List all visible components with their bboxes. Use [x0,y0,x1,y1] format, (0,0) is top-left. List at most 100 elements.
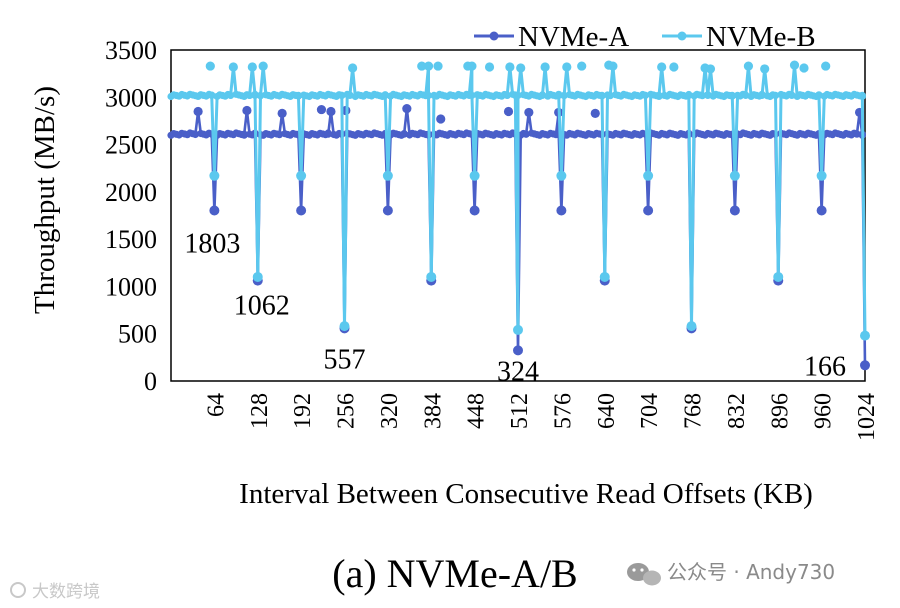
y-tick-label: 1000 [105,272,157,301]
legend-item: NVMe-B [662,21,816,53]
y-tick-label: 3000 [105,83,157,112]
dip-point [773,271,784,282]
data-point [208,91,216,99]
series-nvme-b [167,60,870,341]
data-point [514,91,522,99]
dip-point [816,205,827,216]
peak-point [258,61,268,71]
dip-point [339,321,350,332]
data-point [758,91,766,99]
y-tick-label: 0 [144,367,157,396]
data-label: 1062 [234,291,290,322]
dip-point [426,271,437,282]
y-tick-label: 500 [118,320,157,349]
data-point [685,91,693,99]
data-point [655,91,663,99]
x-tick-label: 1024 [854,393,880,441]
peak-point [402,104,412,114]
data-point [424,91,433,99]
x-tick-label: 960 [811,393,837,429]
data-point [788,91,796,99]
x-tick-label: 896 [767,393,793,429]
y-axis-title: Throughput (MB/s) [29,86,61,314]
data-point [742,91,750,99]
peak-point [467,61,477,71]
x-tick-label: 384 [420,393,446,429]
dip-point [296,205,307,216]
peak-point [242,105,252,116]
data-point [704,91,712,99]
x-tick-label: 512 [507,393,533,429]
data-point [555,91,563,99]
data-point [728,91,736,99]
legend-marker [677,31,687,41]
y-tick-label: 3500 [105,36,157,65]
data-point [251,91,259,99]
data-point [503,91,511,99]
dip-point [252,271,263,282]
data-point [346,91,354,99]
dip-point [860,360,870,371]
annotation-layer: 1803 1062 557 324 166 [184,228,846,387]
peak-point [590,108,600,118]
peak-point [705,64,716,74]
data-point [191,130,199,138]
dip-point [469,170,480,181]
peak-point [760,64,770,74]
data-point [246,91,254,99]
data-point [256,91,265,99]
data-point [522,130,530,138]
peak-point [423,61,434,71]
data-label: 557 [324,344,366,375]
peak-point [821,61,831,71]
dip-point [860,330,870,341]
watermark-text: 公众号 · Andy730 [667,560,835,584]
legend-label: NVMe-A [518,21,629,53]
data-point [641,91,650,99]
peak-point [562,62,572,72]
data-point [381,91,389,99]
dip-point [382,170,393,181]
peak-point [247,62,257,72]
dip-point [729,205,740,216]
legend: NVMe-A NVMe-B [474,21,816,53]
figure-caption: (a) NVMe-A/B [332,551,578,596]
x-tick-label: 640 [594,393,620,429]
legend-label: NVMe-B [706,21,816,53]
data-point [771,91,780,99]
y-tick-label: 2000 [105,178,157,207]
data-point [598,91,606,99]
data-point [858,91,866,99]
x-tick-label: 576 [550,393,576,429]
peak-point [743,61,754,71]
data-point [294,91,302,99]
x-axis-title: Interval Between Consecutive Read Offset… [239,478,813,510]
peak-point [484,62,495,72]
data-point [815,91,823,99]
legend-item: NVMe-A [474,21,629,53]
dip-point [599,271,610,282]
data-point [560,91,568,99]
legend-marker [489,31,499,41]
peak-point [799,63,809,73]
peak-point [503,106,514,117]
dip-point [643,170,654,181]
dip-point [556,170,567,181]
dip-point [729,170,740,181]
peak-point [789,60,800,70]
peak-point [205,61,215,71]
dip-point [382,205,393,216]
data-point [698,91,706,99]
x-tick-label: 448 [464,393,490,429]
peak-point [524,107,534,118]
data-point [468,91,476,99]
watermark: 公众号 · Andy730 大数跨境 [10,560,835,602]
y-tick-label: 1500 [105,225,157,254]
peak-point [277,108,287,118]
dip-point [816,170,827,181]
dip-point [513,324,523,335]
peak-point [316,104,327,115]
data-point [227,91,235,99]
x-tick-label: 192 [290,393,316,429]
